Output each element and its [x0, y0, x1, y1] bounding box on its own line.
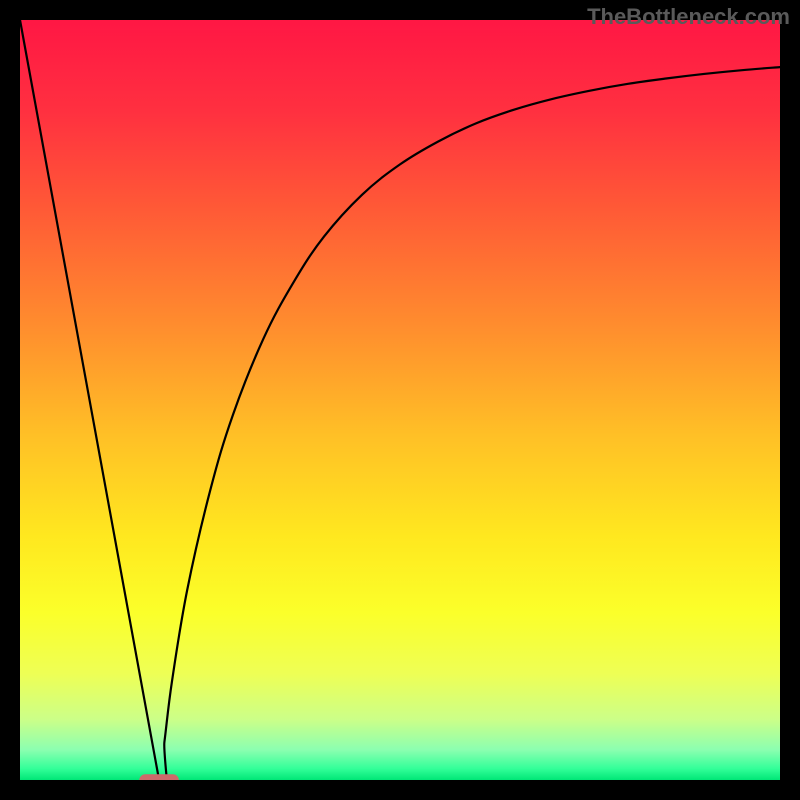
bottleneck-chart: TheBottleneck.com	[0, 0, 800, 800]
chart-background	[20, 20, 780, 780]
chart-canvas	[0, 0, 800, 800]
watermark-text: TheBottleneck.com	[587, 4, 790, 30]
